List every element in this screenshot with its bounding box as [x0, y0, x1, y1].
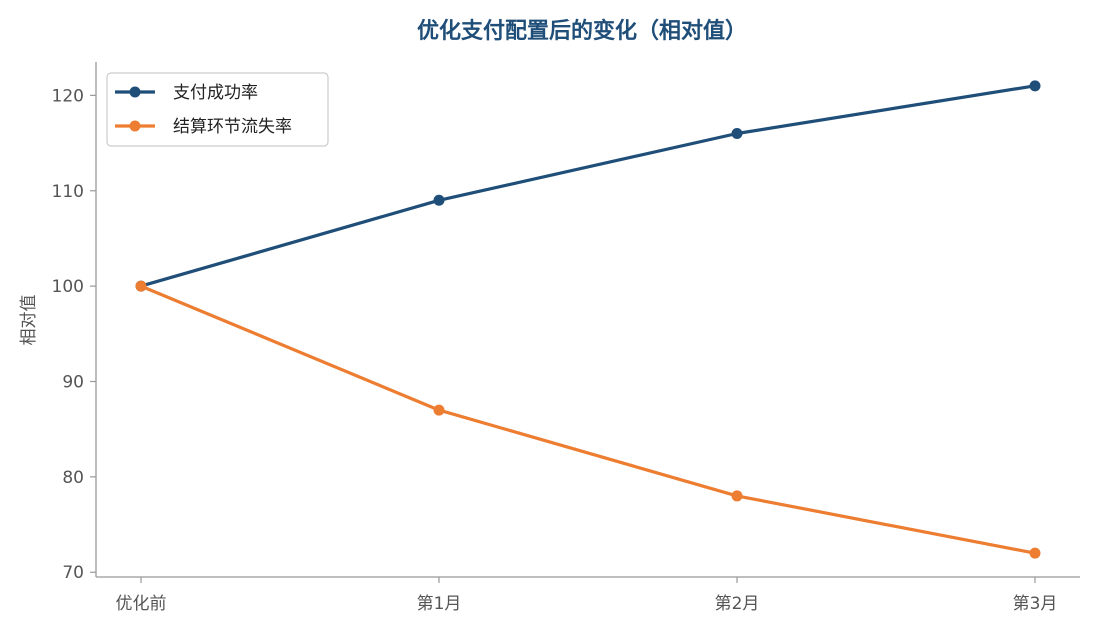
y-tick-label: 110 [52, 182, 84, 202]
series-1 [135, 280, 1041, 559]
y-tick-label: 100 [52, 277, 84, 297]
y-tick-label: 80 [62, 468, 84, 488]
x-tick-label: 优化前 [116, 594, 167, 614]
data-point [433, 194, 445, 206]
series-line [139, 284, 1037, 555]
data-point [1029, 547, 1041, 559]
x-tick-label: 第1月 [417, 594, 462, 614]
data-point [433, 404, 445, 416]
legend-label: 支付成功率 [173, 83, 258, 103]
chart-title: 优化支付配置后的变化（相对值） [417, 18, 747, 44]
legend-item: 支付成功率 [115, 83, 258, 103]
legend-marker [129, 120, 141, 132]
data-point [1029, 80, 1041, 92]
x-tick-label: 第2月 [715, 594, 760, 614]
y-tick-label: 70 [62, 563, 84, 583]
y-axis-label: 相对值 [19, 295, 39, 346]
y-tick-label: 90 [62, 372, 84, 392]
data-point [731, 128, 743, 140]
axes: 70 80 90 100 110 120 优化前 第1月 第2月 第3月 [52, 62, 1080, 614]
data-point [135, 280, 147, 292]
legend-box [106, 72, 329, 147]
legend-marker [129, 86, 141, 98]
x-tick-label: 第3月 [1013, 594, 1058, 614]
series-line [139, 84, 1037, 288]
series-layer [135, 80, 1041, 559]
data-point [731, 490, 743, 502]
legend-item: 结算环节流失率 [115, 117, 292, 137]
legend-label: 结算环节流失率 [173, 117, 292, 137]
y-tick-label: 120 [52, 86, 84, 106]
